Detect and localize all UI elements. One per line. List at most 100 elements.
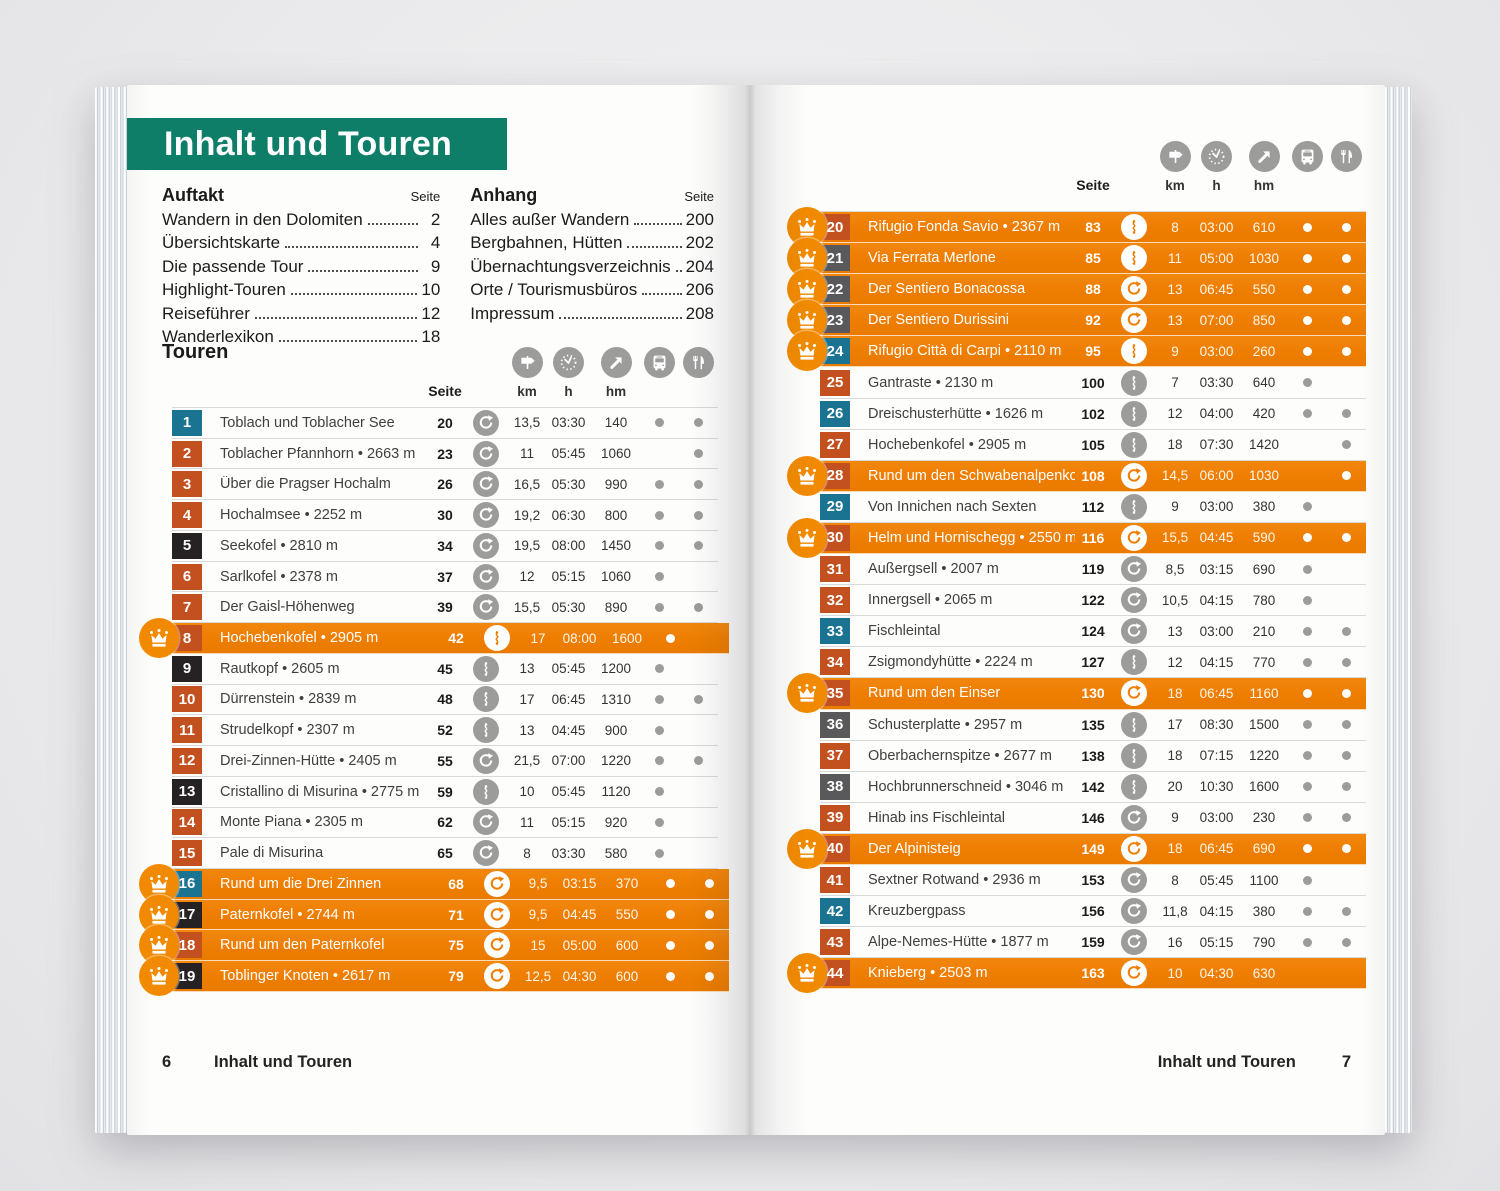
refreshment-dot <box>1326 253 1366 263</box>
footer-label: Inhalt und Touren <box>1157 1053 1296 1071</box>
right-table-header: Seite km h hm <box>820 140 1366 197</box>
bus-access-dot <box>1288 844 1326 854</box>
tour-name: Rund um den Schwabenalpenkopf <box>868 467 1075 484</box>
tour-elevation: 210 <box>1252 623 1276 639</box>
refreshment-dot <box>1326 596 1366 605</box>
duration-clock-icon <box>553 347 584 378</box>
tour-page-number: 55 <box>437 752 453 769</box>
tour-page-number: 71 <box>448 906 464 923</box>
tour-km: 16 <box>1167 934 1183 950</box>
table-of-contents: Auftakt Seite Wandern in den Dolomiten 2 … <box>162 185 714 348</box>
tour-km: 18 <box>1167 685 1183 701</box>
tour-name: Hochebenkofel • 2905 m <box>220 630 379 646</box>
tour-elevation: 1420 <box>1248 437 1280 453</box>
refreshment-dot <box>1326 315 1366 325</box>
route-type-icon <box>1121 369 1147 396</box>
tour-elevation: 1060 <box>600 446 632 462</box>
tour-elevation: 1030 <box>1248 468 1280 484</box>
tour-page-number: 48 <box>437 691 453 708</box>
toc-item-page: 204 <box>685 256 714 276</box>
tour-duration: 07:15 <box>1199 748 1234 764</box>
tour-elevation: 600 <box>615 937 639 953</box>
refreshment-dot <box>678 510 718 520</box>
tour-km: 9,5 <box>528 876 548 892</box>
tour-number-badge: 15 <box>172 840 202 867</box>
tour-duration: 04:15 <box>1199 903 1234 919</box>
distance-signpost-icon <box>1159 141 1191 172</box>
page-number: 7 <box>1341 1053 1351 1071</box>
tour-km: 19,5 <box>513 538 541 554</box>
tour-duration: 05:30 <box>551 599 586 615</box>
tour-duration: 03:00 <box>1199 343 1234 359</box>
tour-number-badge: 2 <box>172 440 202 467</box>
tour-name: Rund um den Einser <box>868 685 1001 702</box>
tour-name: Fischleintal <box>868 623 941 640</box>
highlight-crown-icon <box>787 331 827 372</box>
tour-elevation: 1060 <box>600 569 632 585</box>
tour-number-badge: 32 <box>820 587 850 614</box>
toc-item-page: 202 <box>685 233 714 253</box>
table-row: 20 Rifugio Fonda Savio • 2367 m 83 8 03:… <box>787 207 1366 248</box>
table-row: 16 Rund um die Drei Zinnen 68 9,5 03:15 … <box>139 863 729 904</box>
elevation-arrow-icon <box>600 347 632 378</box>
duration-clock-icon <box>1201 141 1232 172</box>
tour-km: 13 <box>519 722 535 738</box>
touren-heading: Touren <box>162 341 229 363</box>
route-type-icon <box>484 963 510 990</box>
bus-access-dot <box>1288 595 1326 605</box>
table-row: 37 Oberbachernspitze • 2677 m 138 18 07:… <box>820 741 1366 772</box>
refreshment-dot <box>689 940 729 950</box>
table-header-labels: Seite km h hm <box>820 173 1366 197</box>
bus-access-dot <box>1288 409 1326 419</box>
tour-duration: 05:15 <box>551 814 586 830</box>
tour-duration: 03:15 <box>562 876 597 892</box>
toc-item: Wandern in den Dolomiten 2 <box>162 208 440 231</box>
tour-elevation: 140 <box>604 415 628 431</box>
tour-page-number: 42 <box>448 630 464 646</box>
tour-name: Hochbrunnerschneid • 3046 m <box>868 778 1064 795</box>
tour-elevation: 640 <box>1252 375 1276 391</box>
table-row: 14 Monte Piana • 2305 m 62 11 05:15 920 <box>172 808 718 839</box>
bus-access-dot <box>1288 222 1326 232</box>
bus-access-dot <box>651 971 689 981</box>
refreshment-dot <box>689 634 729 643</box>
toc-item-page: 10 <box>421 280 441 300</box>
tour-page-number: 23 <box>437 445 453 462</box>
tour-km: 17 <box>1167 717 1183 733</box>
tour-duration: 05:30 <box>551 476 586 492</box>
tour-page-number: 62 <box>437 814 453 831</box>
tour-page-number: 135 <box>1081 716 1105 733</box>
refreshment-dot <box>1326 533 1366 543</box>
tour-km: 12 <box>519 569 535 585</box>
tour-number-badge: 25 <box>820 369 850 396</box>
table-row: 3 Über die Pragser Hochalm 26 16,5 05:30… <box>172 469 718 501</box>
toc-item-label: Orte / Tourismusbüros <box>470 280 638 300</box>
left-table-header: Seite km h hm <box>172 346 718 403</box>
tour-name: Toblacher Pfannhorn • 2663 m <box>220 445 416 462</box>
tour-duration: 05:45 <box>551 446 586 462</box>
bus-access-dot <box>640 725 678 735</box>
tour-page-number: 159 <box>1081 934 1105 951</box>
tour-elevation: 600 <box>615 968 639 984</box>
tour-name: Seekofel • 2810 m <box>220 537 338 554</box>
route-type-icon <box>1121 680 1147 707</box>
tour-name: Rautkopf • 2605 m <box>220 660 340 677</box>
bus-access-dot <box>640 848 678 858</box>
bus-access-dot <box>1288 378 1326 388</box>
dotted-leader <box>308 269 419 272</box>
route-type-icon <box>473 532 499 559</box>
route-type-icon <box>1121 493 1147 520</box>
tour-elevation: 580 <box>604 845 628 861</box>
toc-item-page: 12 <box>421 303 441 323</box>
route-type-icon <box>1121 929 1147 956</box>
tour-elevation: 610 <box>1252 219 1276 235</box>
tour-number-badge: 1 <box>172 409 202 436</box>
toc-item-page: 208 <box>685 303 714 323</box>
table-header-icons <box>172 346 718 379</box>
tour-km: 15 <box>530 937 546 953</box>
toc-seite-label: Seite <box>410 189 441 204</box>
refreshment-dot <box>678 756 718 766</box>
tour-name: Toblach und Toblacher See <box>220 414 395 431</box>
tour-km: 15,5 <box>1161 530 1189 546</box>
refreshment-dot <box>678 664 718 673</box>
